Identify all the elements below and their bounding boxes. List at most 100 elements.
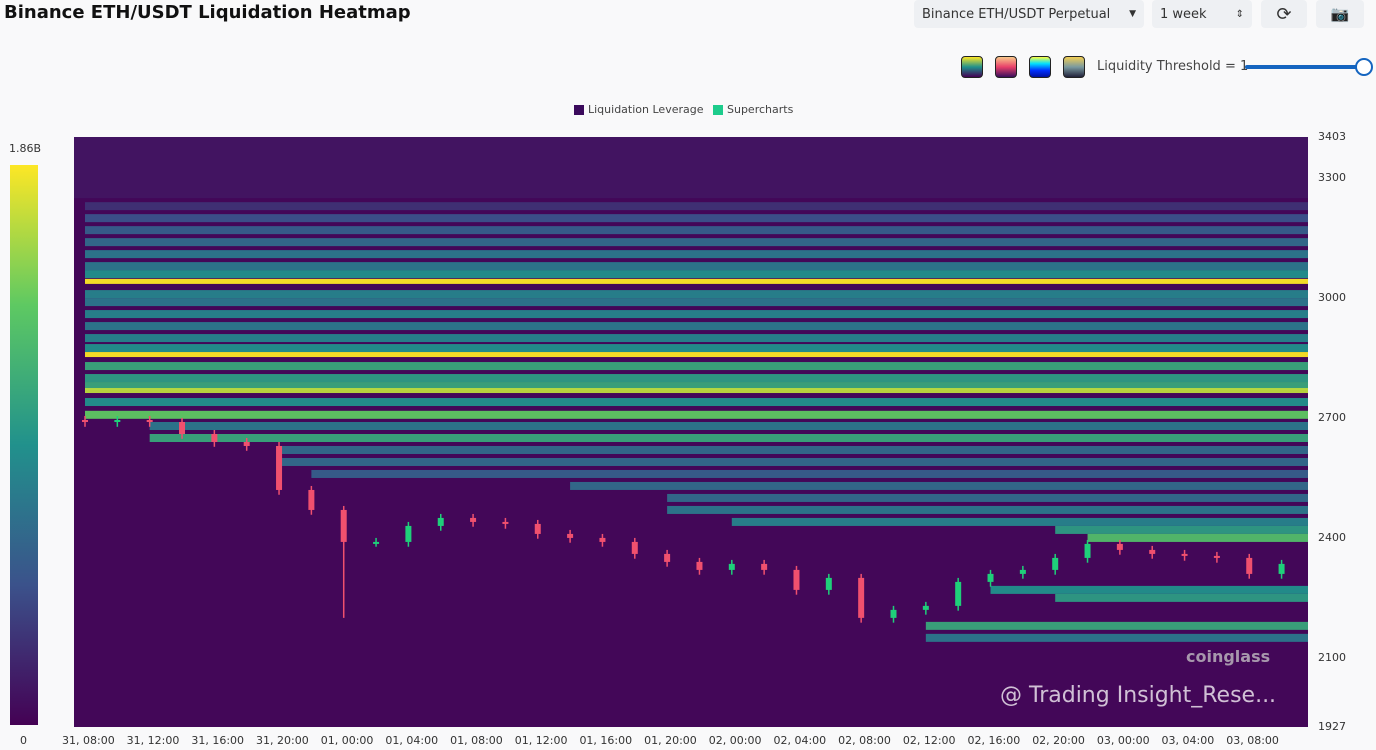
liquidation-band: [570, 481, 1308, 490]
palette-cividis[interactable]: [1063, 56, 1085, 78]
candle-body: [1084, 543, 1091, 558]
liquidation-band: [311, 469, 1308, 478]
candle-body: [664, 553, 671, 562]
palette-magma[interactable]: [995, 56, 1017, 78]
x-tick-label: 31, 12:00: [126, 734, 180, 747]
candle-body: [146, 420, 153, 423]
palette-viridis[interactable]: [961, 56, 983, 78]
range-select[interactable]: 1 week ⇕: [1152, 0, 1252, 28]
liquidation-band: [1087, 533, 1308, 542]
x-tick-label: 01, 00:00: [320, 734, 374, 747]
liquidation-band: [85, 290, 1308, 299]
candle-body: [890, 609, 897, 618]
liquidation-band: [149, 433, 1309, 442]
palette-jet[interactable]: [1029, 56, 1051, 78]
x-tick-label: 31, 08:00: [62, 734, 115, 747]
candle-body: [858, 577, 865, 618]
refresh-button[interactable]: ⟳: [1261, 0, 1307, 28]
candle-body: [955, 581, 962, 606]
x-tick-label: 02, 00:00: [708, 734, 762, 747]
y-tick-label: 2100: [1318, 650, 1346, 664]
candle-body: [373, 541, 380, 544]
liquidation-band: [279, 457, 1308, 466]
y-tick-label: 1927: [1318, 720, 1346, 733]
page-title: Binance ETH/USDT Liquidation Heatmap: [4, 2, 411, 23]
y-tick-label: 2400: [1318, 530, 1346, 544]
legend-label: Supercharts: [727, 103, 794, 116]
screenshot-button[interactable]: 📷: [1316, 0, 1364, 28]
x-tick-label: 01, 16:00: [579, 734, 633, 747]
x-tick-label: 31, 20:00: [256, 734, 309, 747]
coinglass-watermark: coinglass: [1186, 647, 1271, 666]
colorbar-max-label: 1.86B: [9, 142, 42, 155]
liquidation-band: [85, 362, 1308, 371]
liquidation-band: [990, 585, 1308, 594]
candle-body: [761, 563, 768, 570]
liquidation-band: [85, 388, 1308, 394]
pair-select[interactable]: Binance ETH/USDT Perpetual ▼: [914, 0, 1144, 28]
liquidation-band: [85, 238, 1308, 247]
candle-body: [82, 420, 88, 423]
x-tick-label: 03, 08:00: [1226, 734, 1279, 747]
candle-body: [179, 422, 186, 434]
liquidation-band: [667, 493, 1308, 502]
y-tick-label: 2700: [1318, 411, 1346, 424]
x-tick-label: 31, 16:00: [191, 734, 245, 747]
liquidation-band: [731, 517, 1308, 526]
legend-liquidation-leverage[interactable]: Liquidation Leverage: [574, 103, 703, 116]
candle-body: [437, 517, 444, 526]
candle-body: [534, 523, 541, 534]
author-watermark: @ Trading Insight_Rese...: [1000, 683, 1277, 708]
candle-body: [631, 541, 638, 554]
candle-body: [922, 605, 929, 610]
candle-body: [1278, 563, 1285, 574]
liquidation-band: [925, 633, 1308, 642]
legend-label: Liquidation Leverage: [588, 103, 704, 116]
legend-supercharts[interactable]: Supercharts: [713, 103, 793, 116]
candle-body: [114, 420, 121, 423]
y-tick-label: 3403: [1318, 130, 1346, 143]
liquidation-band: [85, 410, 1308, 419]
candle-body: [1181, 553, 1188, 556]
liquidation-band: [667, 505, 1308, 514]
liquidation-band: [85, 298, 1308, 307]
liquidation-band: [85, 310, 1308, 319]
liquidation-band: [1055, 525, 1308, 534]
candle-body: [405, 525, 412, 542]
candle-body: [987, 573, 994, 582]
threshold-slider[interactable]: [1245, 65, 1363, 69]
candle-body: [1246, 557, 1253, 574]
colorbar-min-label: 0: [20, 734, 27, 747]
candle-body: [1213, 555, 1220, 558]
updown-icon: ⇕: [1235, 8, 1244, 20]
candle-body: [470, 517, 477, 522]
heatmap-upper-zone: [74, 137, 1308, 199]
candle-body: [243, 441, 250, 446]
liquidation-band: [85, 270, 1308, 279]
candle-body: [1052, 557, 1059, 570]
x-tick-label: 02, 12:00: [902, 734, 956, 747]
legend-swatch: [574, 104, 584, 115]
x-tick-label: 03, 04:00: [1161, 734, 1215, 747]
candle-body: [825, 577, 832, 590]
candle-body: [211, 433, 218, 442]
range-select-value: 1 week: [1160, 6, 1207, 22]
y-tick-label: 3300: [1318, 171, 1346, 185]
candle-body: [567, 533, 574, 538]
liquidation-band: [85, 322, 1308, 331]
liquidation-band: [85, 398, 1308, 407]
refresh-icon: ⟳: [1276, 3, 1292, 25]
liquidation-band: [85, 202, 1308, 211]
liquidation-band: [85, 334, 1308, 343]
threshold-slider-handle[interactable]: [1355, 58, 1373, 76]
camera-icon: 📷: [1330, 5, 1350, 23]
candle-body: [1116, 543, 1123, 550]
x-tick-label: 01, 20:00: [644, 734, 697, 747]
x-tick-label: 02, 20:00: [1032, 734, 1085, 747]
liquidation-band: [85, 382, 1308, 391]
legend-swatch: [713, 104, 723, 115]
x-tick-label: 01, 04:00: [385, 734, 439, 747]
candle-body: [728, 563, 735, 570]
liquidation-band: [85, 352, 1308, 358]
